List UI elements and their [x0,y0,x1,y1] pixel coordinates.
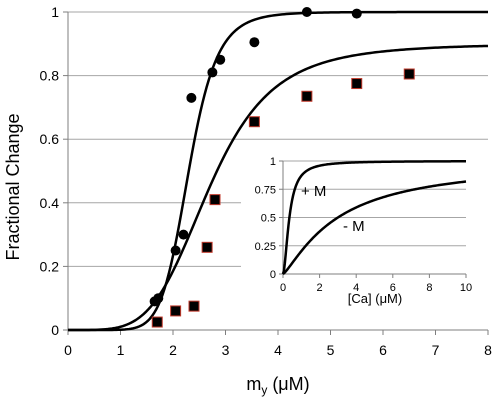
data-point-square [351,78,363,90]
data-point-circle [170,245,181,256]
data-point-circle [301,7,312,17]
y-tick-label: 0.6 [40,131,60,147]
x-axis-title-subscript: y [261,383,267,397]
x-tick-label: 8 [484,342,492,358]
x-axis-title-symbol: m [246,374,261,394]
inset-x-tick-label: 0 [280,282,286,294]
x-axis-title: my (μM) [246,374,309,397]
main-data-points [149,7,415,328]
y-tick-label: 1 [51,4,59,20]
data-point-square [201,241,213,253]
main-chart: 00.20.40.60.810 1 2 3 4 5 6 7 8 Fractional Chang… [3,4,492,397]
x-tick-label: 3 [222,342,230,358]
data-point-square [170,305,182,317]
data-point-circle [351,8,362,19]
data-point-square [209,194,221,206]
inset-annotation-minus-m: - M [343,218,365,235]
main-ticks: 00.20.40.60.810 1 2 3 4 5 6 7 8 [40,4,493,358]
fit-curve-series-2 [68,44,489,332]
inset-curve-series-1 [281,160,466,275]
fit-curve-series-1 [68,10,488,332]
y-tick-label: 0.4 [40,195,60,211]
y-axis-title: Fractional Change [3,113,23,260]
data-point-circle [153,293,164,304]
inset-x-tick-label: 10 [460,282,472,294]
inset-annotation-plus-m: + M [301,183,326,200]
x-tick-label: 6 [379,342,387,358]
inset-curve-series-2 [282,180,467,276]
data-point-square [151,316,163,328]
x-tick-label: 4 [274,342,282,358]
inset-y-tick-label: 1 [270,156,276,168]
inset-y-tick-label: 0.25 [255,241,276,253]
x-tick-label: 7 [432,342,440,358]
inset-x-tick-label: 4 [353,282,359,294]
inset-curves [281,160,467,276]
y-tick-label: 0.2 [40,258,60,274]
inset-x-tick-label: 8 [426,282,432,294]
data-point-circle [178,229,189,240]
inset-y-tick-label: 0.75 [255,184,276,196]
data-point-square [403,68,415,80]
inset-y-tick-label: 0 [270,269,276,281]
inset-x-axis-title: [Ca] (μM) [348,291,402,306]
x-tick-label: 2 [169,342,177,358]
data-point-circle [186,92,197,103]
inset-x-tick-label: 2 [317,282,323,294]
x-tick-label: 1 [117,342,125,358]
x-axis-title-unit: (μM) [267,374,309,394]
main-fit-curves [68,10,489,332]
inset-x-tick-label: 6 [390,282,396,294]
data-point-circle [207,67,218,78]
y-tick-label: 0.8 [40,68,60,84]
y-tick-label: 0 [51,322,59,338]
data-point-circle [215,54,226,65]
data-point-square [188,300,200,312]
data-point-square [301,90,313,102]
x-tick-label: 0 [64,342,72,358]
inset-y-tick-label: 0.5 [261,213,276,225]
x-tick-label: 5 [327,342,335,358]
data-point-circle [249,37,260,48]
data-point-square [248,116,260,128]
